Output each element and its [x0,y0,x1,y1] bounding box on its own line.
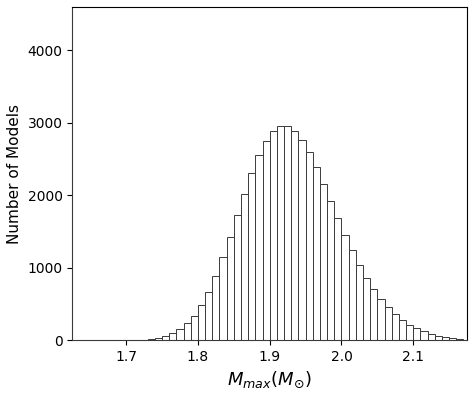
Bar [205,292,212,341]
Bar [406,325,413,341]
Bar [435,335,442,341]
Bar [191,316,198,341]
Bar [284,126,291,341]
Bar [306,152,313,341]
Bar [320,184,327,341]
Bar [399,320,406,341]
Bar [291,131,299,341]
Bar [356,265,363,341]
Bar [169,333,176,341]
Bar [377,299,384,341]
Bar [255,155,263,341]
Bar [456,339,464,341]
Bar [133,340,140,341]
Bar [212,276,219,341]
Bar [313,167,320,341]
Bar [148,339,155,341]
Bar [341,235,349,341]
Bar [227,237,234,341]
Bar [449,338,456,341]
Bar [334,218,341,341]
X-axis label: $M_{max}(M_{\odot})$: $M_{max}(M_{\odot})$ [228,370,312,390]
Bar [241,194,248,341]
Bar [155,338,162,341]
Bar [277,126,284,341]
Bar [183,324,191,341]
Bar [219,257,227,341]
Bar [327,201,334,341]
Y-axis label: Number of Models: Number of Models [7,104,22,244]
Bar [442,337,449,341]
Bar [234,215,241,341]
Bar [428,334,435,341]
Bar [349,251,356,341]
Bar [176,329,183,341]
Bar [263,141,270,341]
Bar [299,140,306,341]
Bar [370,289,377,341]
Bar [198,305,205,341]
Bar [384,307,392,341]
Bar [270,131,277,341]
Bar [248,173,255,341]
Bar [363,278,370,341]
Bar [140,340,148,341]
Bar [413,328,420,341]
Bar [162,336,169,341]
Bar [392,314,399,341]
Bar [420,331,428,341]
